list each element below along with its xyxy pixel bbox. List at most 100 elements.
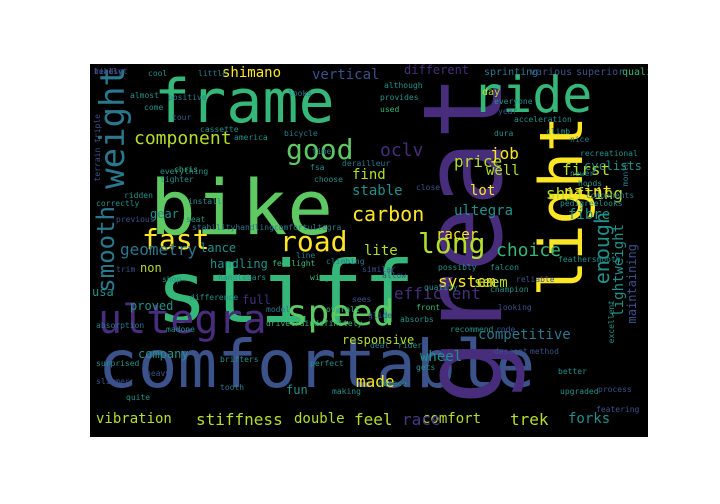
word: ultegra: [98, 297, 267, 343]
word: america: [234, 133, 268, 142]
word: terrain triple: [93, 114, 102, 182]
word: oclv: [380, 140, 424, 161]
word: method: [530, 347, 559, 356]
word: find: [352, 167, 386, 183]
word: newer: [570, 169, 595, 178]
word: seat: [186, 215, 206, 224]
word: rode: [496, 325, 516, 334]
word: trek: [510, 410, 549, 429]
word: responsive: [342, 333, 415, 347]
word: feellight: [272, 259, 316, 268]
word: line: [296, 251, 316, 260]
word: tooth: [220, 383, 245, 392]
word: surprised: [96, 359, 140, 368]
word: made: [356, 372, 395, 391]
word: process: [598, 385, 632, 394]
word: front: [416, 303, 441, 312]
word: race: [402, 410, 441, 429]
word: sees: [352, 295, 372, 304]
word: qualityfast: [622, 67, 648, 78]
word: absorption: [96, 321, 145, 330]
word: full: [242, 293, 271, 307]
word: cassette: [200, 125, 239, 134]
word: model: [266, 305, 291, 314]
word: brifters: [220, 355, 259, 364]
word: forks: [568, 411, 611, 427]
word: system: [438, 272, 496, 291]
word: geometry: [120, 240, 198, 259]
word: road: [280, 225, 348, 258]
word: recreational: [580, 149, 638, 158]
word: overall: [326, 305, 360, 314]
word: everyone: [494, 97, 533, 106]
word: little: [198, 69, 227, 78]
word: recommend: [450, 325, 494, 334]
word: cool: [148, 69, 168, 78]
word: smooth: [92, 206, 120, 293]
word: drivetraindefinitely: [266, 319, 363, 328]
word: good: [286, 133, 354, 166]
word: choice: [496, 240, 562, 261]
word: paint: [564, 182, 613, 201]
word: allow: [382, 271, 407, 280]
word: year: [498, 107, 518, 116]
word: sprinting: [484, 67, 539, 78]
word: featering: [596, 405, 640, 414]
word: choose: [314, 175, 343, 184]
word: champion: [490, 285, 529, 294]
word: making: [332, 387, 361, 396]
word: everything: [160, 167, 209, 176]
word: ride: [472, 66, 593, 124]
word: difference: [190, 293, 239, 302]
word: really: [94, 67, 123, 76]
word: falcon: [490, 263, 519, 272]
word: fsa: [310, 163, 325, 172]
word: provides: [380, 93, 419, 102]
word: likely: [94, 67, 123, 76]
word: comfortable: [98, 326, 536, 403]
word: speed: [286, 293, 395, 334]
word: quality: [424, 283, 458, 292]
word: correctly: [96, 199, 140, 208]
word: shifting: [546, 184, 624, 203]
word: heavy: [146, 369, 171, 378]
word: bike: [150, 163, 334, 252]
word: price: [454, 152, 503, 171]
word: feathersmooth: [558, 255, 621, 264]
word: headset: [94, 67, 128, 76]
word: first: [562, 160, 611, 179]
word: components: [586, 191, 635, 200]
word: previous: [116, 215, 155, 224]
word: absorbs: [400, 315, 434, 324]
word: fast: [142, 223, 210, 256]
word: reliable: [516, 275, 555, 284]
word: similar: [362, 265, 396, 274]
word: almost: [130, 91, 159, 100]
word: tighter: [160, 175, 194, 184]
word: stiffness: [196, 410, 283, 429]
word: ridden: [124, 191, 153, 200]
word: quite: [126, 393, 151, 402]
word: time: [312, 147, 332, 156]
word: acceleration: [514, 115, 572, 124]
word: month: [621, 162, 630, 187]
word: climbing: [326, 257, 365, 266]
word: feel: [354, 410, 393, 429]
word: non: [140, 261, 162, 275]
word: stiff: [156, 243, 415, 343]
word: ultegra: [454, 203, 514, 219]
word: racer: [436, 227, 479, 243]
word: carbon: [352, 202, 425, 226]
word: perfect: [310, 359, 344, 368]
word: durace: [378, 379, 407, 388]
word: stable: [352, 183, 403, 199]
word: lite: [364, 243, 398, 259]
word: efficient: [394, 284, 481, 303]
word: shop: [162, 275, 182, 284]
word: handling: [210, 257, 268, 271]
word: come: [144, 103, 164, 112]
word: vibration: [96, 411, 172, 427]
word: shimano: [222, 65, 282, 81]
word: chris: [174, 165, 199, 174]
word: descent: [494, 347, 528, 356]
